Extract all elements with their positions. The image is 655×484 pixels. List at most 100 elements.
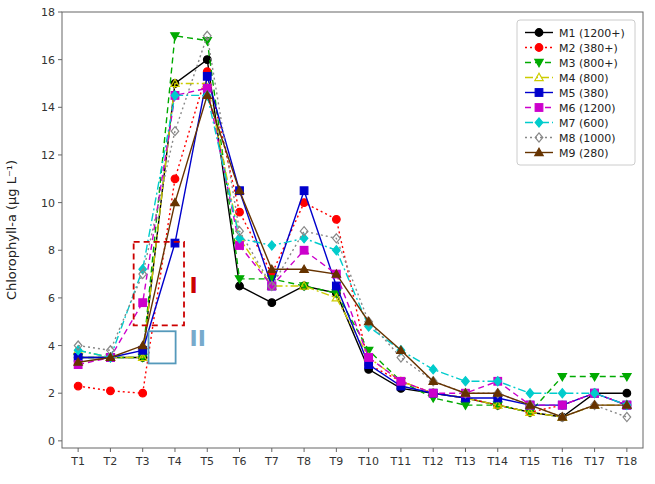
point [300,227,308,236]
point [526,389,534,398]
point [590,401,598,408]
x-tick-label: T10 [357,455,379,468]
point [397,377,405,384]
point [590,373,598,380]
point [139,341,147,348]
x-tick [239,448,240,452]
x-tick [78,448,79,452]
point [558,413,566,420]
y-tick [58,59,62,60]
point [559,401,567,409]
point [171,239,179,247]
y-tick-label: 6 [48,292,55,305]
point [429,389,437,397]
point [623,412,631,421]
y-tick [58,202,62,203]
y-tick [58,107,62,108]
point [74,358,82,365]
point [268,282,276,290]
point [300,265,308,272]
y-tick-label: 2 [48,387,55,400]
legend-marker [535,29,543,37]
x-tick [207,448,208,452]
point [171,79,179,86]
point [494,389,502,396]
x-tick [142,448,143,452]
x-tick-label: T4 [167,455,182,468]
point [429,389,437,397]
legend-marker [535,104,543,112]
point [171,175,179,183]
annotation-label: I [189,273,197,298]
point [300,282,308,290]
point [171,33,179,40]
x-tick-label: T16 [551,455,573,468]
point [268,281,276,290]
legend-label: M3 (800+) [559,57,618,70]
point [397,378,405,385]
y-tick-label: 18 [41,6,55,19]
x-tick [110,448,111,452]
point [74,341,82,350]
point [235,276,243,283]
point [106,353,114,360]
x-tick [433,448,434,452]
point [332,270,340,277]
legend-label: M7 (600) [559,117,609,130]
point [623,401,631,408]
point [623,401,631,409]
point [526,401,534,409]
legend-line [525,137,553,138]
point [429,377,437,384]
plot-frame [62,12,643,448]
point [623,401,631,409]
x-tick [304,448,305,452]
point [559,401,567,409]
point [203,91,211,100]
series-line [78,36,627,412]
point [494,401,502,409]
point [591,389,599,398]
chart: 024681012141618T1T2T3T4T5T6T7T8T9T10T11T… [0,0,655,484]
point [236,227,244,236]
point [559,413,567,421]
point [268,299,276,307]
x-tick-label: T18 [616,455,638,468]
x-tick [336,448,337,452]
point [268,241,276,250]
point [74,382,82,390]
point [365,361,373,369]
point [461,389,469,396]
point [203,31,211,40]
point [364,353,372,360]
point [591,389,599,397]
point [107,354,115,362]
x-tick [465,448,466,452]
x-tick-label: T15 [519,455,541,468]
legend-label: M1 (1200+) [559,27,625,40]
point [107,354,115,362]
point [591,389,599,397]
point [268,282,276,290]
point [107,387,115,395]
y-axis-label: Chlorophyll-a (μg L⁻¹) [4,160,19,300]
y-tick [58,154,62,155]
point [559,401,567,409]
legend-label: M8 (1000) [559,132,616,145]
point [397,377,405,385]
point [461,402,469,409]
series-line [78,72,627,413]
point [526,401,534,408]
point [623,389,631,397]
x-tick [174,448,175,452]
x-tick-label: T1 [70,455,85,468]
point [462,389,470,397]
point [397,346,405,353]
point [559,389,567,398]
point [429,365,437,374]
x-tick [562,448,563,452]
legend-label: M5 (380) [559,87,609,100]
legend-marker [535,59,543,66]
series [74,73,630,409]
point [139,389,147,397]
